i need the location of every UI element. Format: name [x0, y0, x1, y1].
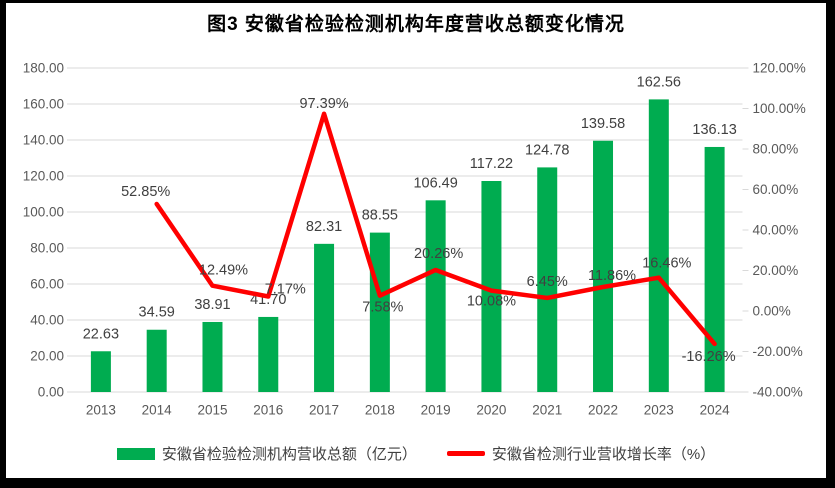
bar-2019	[425, 200, 446, 392]
legend: 安徽省检验检测机构营收总额（亿元） 安徽省检测行业营收增长率（%）	[6, 443, 826, 464]
bar-2016	[258, 316, 279, 392]
bar-2021	[537, 167, 558, 392]
bar-series-swatch	[116, 447, 155, 460]
left-axis-tick-label: 100.00	[23, 205, 64, 220]
x-axis-label: 2020	[476, 403, 506, 418]
line-value-label: 11.86%	[588, 268, 636, 284]
right-axis-tick-label: 120.00%	[753, 61, 806, 76]
right-axis-tick-label: 60.00%	[753, 182, 799, 197]
x-axis-label: 2022	[588, 403, 618, 418]
growth-rate-line	[154, 111, 717, 347]
x-axis-label: 2018	[365, 403, 395, 418]
legend-item-line-series: 安徽省检测行业营收增长率（%）	[446, 443, 716, 464]
x-axis-label: 2017	[309, 403, 339, 418]
bar-2022	[593, 140, 614, 392]
line-value-label: 6.45%	[527, 274, 568, 290]
x-axis-label: 2016	[253, 403, 283, 418]
line-series-swatch	[446, 451, 485, 456]
line-value-label: 12.49%	[199, 263, 248, 279]
x-axis-label: 2013	[86, 403, 116, 418]
left-axis-tick-label: 60.00	[30, 277, 64, 292]
left-axis-tick-label: 120.00	[23, 169, 64, 184]
line-value-label: 7.17%	[265, 281, 306, 297]
x-axis-label: 2024	[700, 403, 731, 418]
bar-value-label: 162.56	[637, 74, 681, 90]
bar-value-label: 88.55	[362, 208, 398, 224]
left-axis-tick-label: 140.00	[23, 133, 64, 148]
right-axis-tick-label: -40.00%	[753, 385, 803, 400]
bar-2013	[90, 351, 111, 392]
left-axis-tick-label: 0.00	[38, 385, 64, 400]
line-value-label: 52.85%	[121, 184, 170, 200]
bar-value-label: 34.59	[139, 305, 175, 321]
bar-value-label: 106.49	[413, 175, 457, 191]
x-axis-label: 2021	[532, 403, 562, 418]
legend-item-bar-series: 安徽省检验检测机构营收总额（亿元）	[116, 443, 417, 464]
bar-2020	[481, 181, 502, 392]
x-axis-label: 2015	[197, 403, 227, 418]
x-axis-label: 2014	[142, 403, 173, 418]
bar-2024	[704, 146, 725, 392]
bar-value-label: 117.22	[470, 156, 513, 172]
bar-2023	[648, 99, 669, 392]
bar-value-label: 22.63	[83, 326, 119, 342]
x-axis-label: 2019	[421, 403, 451, 418]
line-value-label: 20.26%	[414, 246, 463, 262]
bar-2014	[146, 329, 167, 392]
right-axis-tick-label: 80.00%	[753, 142, 799, 157]
chart-surface: 图3 安徽省检验检测机构年度营收总额变化情况 180.00 160.00 140.0…	[6, 3, 826, 478]
chart-title: 图3 安徽省检验检测机构年度营收总额变化情况	[207, 14, 625, 35]
left-axis-tick-label: 80.00	[30, 241, 64, 256]
left-axis-tick-label: 160.00	[23, 97, 64, 112]
right-axis-tick-label: 40.00%	[753, 223, 799, 238]
left-axis-tick-label: 40.00	[30, 313, 64, 328]
line-value-label: -16.26%	[682, 349, 736, 365]
line-value-label: 10.08%	[467, 294, 516, 310]
x-axis-label: 2023	[644, 403, 674, 418]
bar-value-label: 124.78	[525, 142, 569, 158]
bar-value-label: 136.13	[692, 122, 736, 138]
bar-series-label: 安徽省检验检测机构营收总额（亿元）	[161, 446, 417, 463]
bar-2015	[202, 321, 223, 392]
left-axis-tick-label: 180.00	[23, 61, 64, 76]
line-value-label: 7.58%	[362, 300, 403, 316]
right-axis-tick-label: 100.00%	[753, 101, 806, 116]
line-series-label: 安徽省检测行业营收增长率（%）	[491, 446, 716, 463]
bar-2017	[314, 243, 335, 392]
right-axis-tick-label: 0.00%	[753, 304, 791, 319]
line-value-label: 97.39%	[299, 96, 348, 112]
line-value-label: 16.46%	[642, 256, 691, 272]
combo-chart-plot: 180.00 160.00 140.00 120.00 100.00 80.00 60.00…	[23, 61, 806, 418]
bar-value-label: 38.91	[194, 297, 230, 313]
right-axis-tick-label: 20.00%	[753, 263, 799, 278]
left-axis-tick-label: 20.00	[30, 349, 64, 364]
bar-value-label: 139.58	[581, 116, 625, 132]
right-axis-tick-label: -20.00%	[753, 344, 803, 359]
bar-value-label: 82.31	[306, 219, 342, 235]
